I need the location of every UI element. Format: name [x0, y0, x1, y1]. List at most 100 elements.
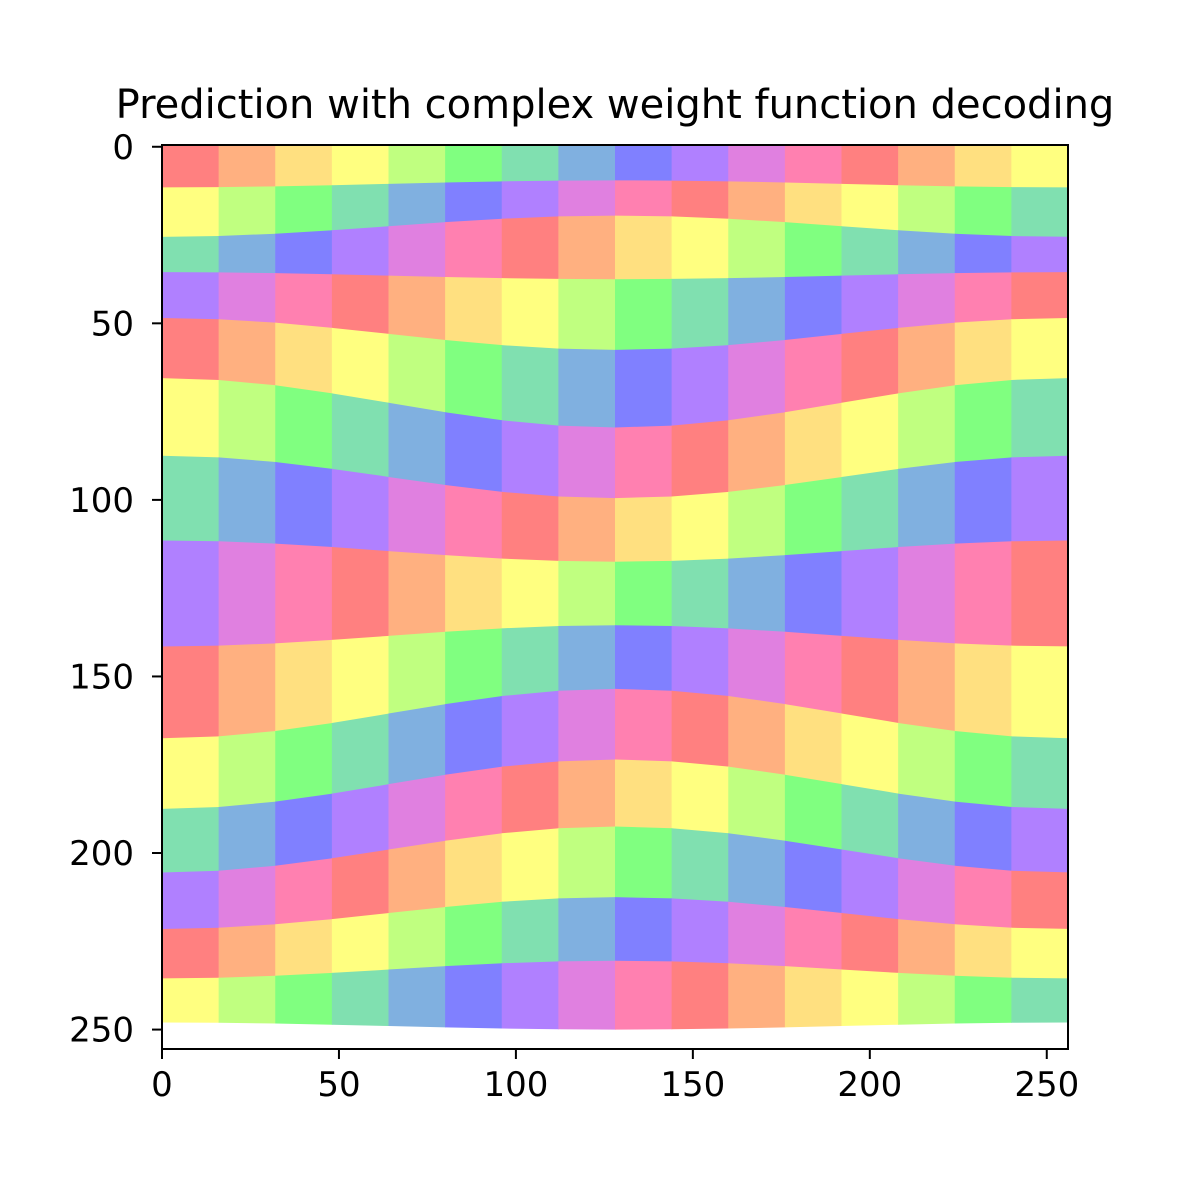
heatmap-cell	[331, 183, 390, 233]
y-tick-label: 200	[69, 834, 134, 874]
heatmap-cell	[671, 145, 729, 184]
heatmap-cell	[388, 840, 446, 915]
heatmap-cell	[388, 906, 446, 972]
heatmap-cell	[275, 145, 333, 189]
heatmap-cell	[784, 145, 843, 186]
heatmap-cell	[954, 379, 1012, 464]
heatmap-cell	[728, 340, 786, 423]
heatmap-cell	[331, 849, 390, 921]
heatmap-cell	[162, 378, 220, 460]
heatmap-cell	[615, 560, 673, 628]
heatmap-cell	[331, 713, 390, 796]
heatmap-cell	[388, 966, 446, 1028]
heatmap-cell	[671, 216, 729, 281]
heatmap-cell	[784, 333, 843, 415]
heatmap-cell	[388, 704, 446, 786]
heatmap-cell	[501, 145, 559, 184]
heatmap-cell	[784, 476, 843, 557]
heatmap-cell	[898, 385, 956, 471]
heatmap-cell	[162, 455, 220, 544]
y-tick-label: 100	[69, 481, 134, 521]
heatmap-cell	[445, 628, 503, 706]
heatmap-cell	[841, 784, 899, 861]
heatmap-cell	[275, 543, 333, 646]
heatmap-cell	[162, 540, 220, 649]
heatmap-cell	[331, 145, 390, 187]
heatmap-cell	[728, 901, 786, 968]
heatmap-cell	[954, 319, 1012, 388]
heatmap-cell	[218, 272, 276, 325]
heatmap-cell	[841, 183, 899, 233]
heatmap-cell	[615, 688, 673, 764]
heatmap-cell	[784, 402, 843, 487]
heatmap-cell	[218, 643, 276, 739]
plot-frame	[161, 144, 1069, 1050]
heatmap-cell	[671, 558, 729, 631]
heatmap-cell	[162, 977, 220, 1023]
heatmap-cell	[331, 226, 390, 278]
heatmap-cell	[445, 218, 503, 280]
heatmap-cell	[615, 180, 673, 219]
heatmap-cell	[275, 185, 333, 236]
heatmap-cell	[898, 322, 956, 396]
heatmap-cell	[162, 236, 220, 275]
heatmap-cell	[558, 625, 616, 693]
heatmap-cell	[501, 828, 559, 904]
x-tick-label: 100	[483, 1065, 548, 1105]
heatmap-cell	[275, 230, 333, 277]
chart-title: Prediction with complex weight function …	[116, 82, 1115, 128]
heatmap-cell	[954, 186, 1012, 238]
heatmap-cell	[218, 457, 276, 546]
heatmap-cell	[501, 345, 559, 428]
x-tick-label: 50	[317, 1065, 360, 1105]
heatmap-cell	[558, 215, 616, 281]
heatmap-cell	[671, 491, 729, 563]
heatmap-cell	[558, 759, 616, 831]
heatmap-cell	[1011, 145, 1068, 190]
heatmap-cell	[1011, 806, 1068, 875]
heatmap-cell	[445, 766, 503, 843]
heatmap-cell	[1011, 187, 1068, 239]
heatmap-cell	[558, 425, 616, 500]
x-tick-label: 0	[151, 1065, 173, 1105]
heatmap-cell	[331, 913, 390, 975]
heatmap-cell	[671, 828, 729, 904]
heatmap-cell	[162, 645, 220, 741]
heatmap-cell	[218, 186, 276, 238]
heatmap-cell	[445, 833, 503, 909]
heatmap-cell	[331, 327, 390, 405]
heatmap-cell	[841, 393, 899, 479]
heatmap-cell	[954, 233, 1012, 275]
heatmap-cell	[1011, 736, 1068, 811]
heatmap-cell	[898, 273, 956, 330]
heatmap-cell	[615, 625, 673, 693]
heatmap-cell	[671, 420, 729, 499]
heatmap-cell	[218, 541, 276, 648]
heatmap-cell	[784, 774, 843, 852]
heatmap-cell	[784, 966, 843, 1028]
heatmap-cell	[558, 560, 616, 628]
heatmap-cell	[275, 919, 333, 978]
heatmap-cell	[501, 626, 559, 698]
heatmap-cell	[275, 722, 333, 804]
heatmap-cell	[501, 216, 559, 281]
heatmap-cell	[671, 761, 729, 836]
heatmap-cell	[898, 722, 956, 804]
heatmap-cell	[218, 319, 276, 388]
heatmap-cell	[162, 870, 220, 931]
heatmap-cell	[898, 185, 956, 236]
heatmap-cell	[784, 222, 843, 279]
heatmap-cell	[558, 960, 616, 1030]
heatmap-cell	[898, 793, 956, 868]
heatmap-cell	[388, 145, 446, 186]
heatmap-cell	[841, 969, 899, 1027]
heatmap-cell	[558, 897, 616, 964]
heatmap-cell	[954, 541, 1012, 648]
heatmap-cell	[162, 187, 220, 239]
heatmap-cell	[728, 628, 786, 706]
heatmap-cell	[388, 551, 446, 638]
heatmap-cell	[728, 766, 786, 843]
heatmap-cell	[841, 145, 899, 187]
heatmap-cell	[615, 496, 673, 564]
heatmap-cell	[445, 145, 503, 185]
